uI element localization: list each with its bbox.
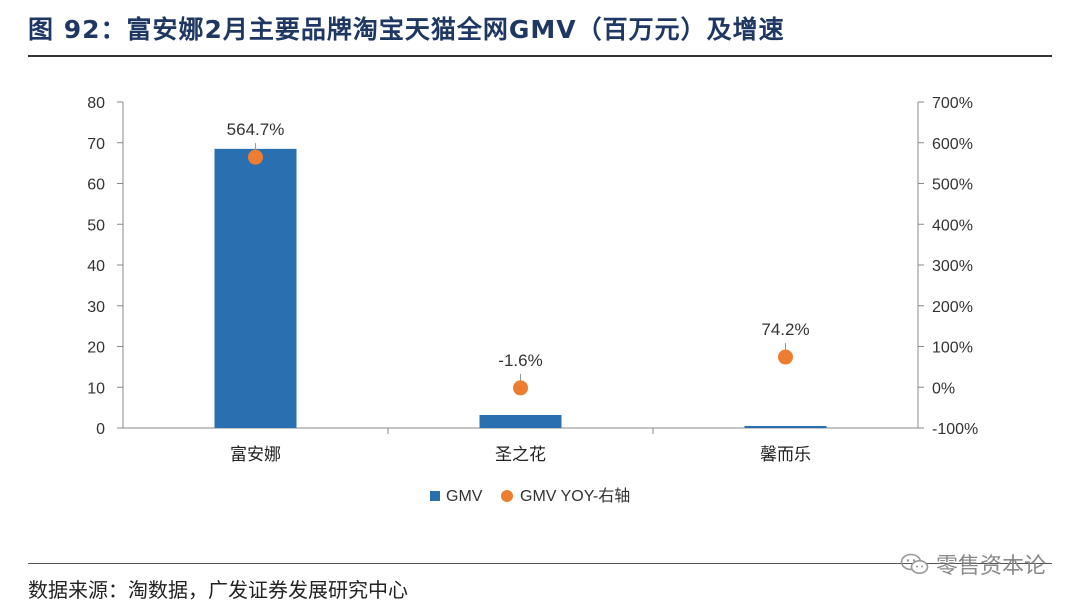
watermark-text: 零售资本论 (935, 554, 1046, 579)
source-note: 数据来源：淘数据，广发证券发展研究中心 (28, 578, 408, 602)
left-tick-label: 70 (87, 136, 105, 153)
right-tick-label: 700% (932, 95, 973, 112)
right-tick-label: 100% (932, 340, 973, 357)
left-tick-label: 0 (96, 421, 105, 438)
right-axis-ticks: -100% 0% 100% 200% 300% 400% 500% 600% 700% (918, 95, 978, 438)
bar-1 (214, 148, 297, 429)
dot-1 (248, 149, 263, 165)
wechat-icon (900, 553, 929, 574)
right-tick-label: 300% (932, 258, 973, 275)
left-tick-label: 50 (87, 217, 105, 234)
right-tick-label: 200% (932, 299, 973, 316)
right-tick-label: 600% (932, 136, 973, 153)
dot-label-1: 564.7% (227, 120, 285, 139)
chart-title: 图 92：富安娜2月主要品牌淘宝天猫全网GMV（百万元）及增速 (28, 15, 785, 44)
bar-3 (744, 425, 827, 428)
dot-label-2: -1.6% (498, 351, 542, 370)
bars (214, 148, 827, 429)
legend-swatch-yoy (501, 490, 513, 502)
left-tick-label: 40 (87, 258, 105, 275)
left-tick-label: 80 (87, 95, 105, 112)
dot-label-3: 74.2% (761, 320, 809, 339)
left-tick-label: 60 (87, 177, 105, 194)
left-axis-ticks: 0 10 20 30 40 50 60 70 80 (87, 95, 123, 438)
legend-label-gmv: GMV (446, 488, 483, 505)
right-tick-label: 400% (932, 217, 973, 234)
right-tick-label: -100% (932, 421, 978, 438)
legend: GMV GMV YOY-右轴 (430, 487, 630, 505)
category-label-2: 圣之花 (495, 445, 546, 465)
chart: 0 10 20 30 40 50 60 70 80 -100% 0% 100% 200% 300% 400… (87, 95, 978, 505)
legend-swatch-gmv (430, 491, 440, 501)
dots: 564.7% -1.6% 74.2% (227, 120, 810, 396)
left-tick-label: 10 (87, 380, 105, 397)
left-tick-label: 30 (87, 299, 105, 316)
dot-2 (513, 380, 528, 396)
right-tick-label: 0% (932, 380, 955, 397)
category-label-3: 馨而乐 (760, 445, 811, 465)
left-tick-label: 20 (87, 340, 105, 357)
title-rule (28, 55, 1052, 57)
dot-3 (778, 349, 793, 365)
right-tick-label: 500% (932, 177, 973, 194)
legend-label-yoy: GMV YOY-右轴 (520, 487, 630, 505)
bar-2 (479, 414, 562, 428)
footer-rule (28, 563, 1052, 564)
watermark: 零售资本论 (900, 548, 1046, 580)
category-labels: 富安娜 圣之花 馨而乐 (230, 445, 811, 465)
category-label-1: 富安娜 (230, 445, 281, 465)
